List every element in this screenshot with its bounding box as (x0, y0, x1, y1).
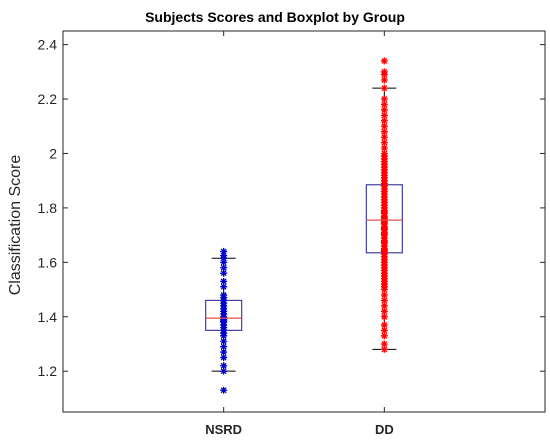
data-point (220, 362, 228, 370)
data-point (380, 57, 388, 65)
data-point (380, 128, 388, 136)
y-tick-label: 1.6 (38, 254, 58, 270)
data-point (380, 326, 388, 334)
data-point (220, 269, 228, 277)
data-point (220, 277, 228, 285)
data-point (220, 283, 228, 291)
data-point (220, 343, 228, 351)
data-point (220, 386, 228, 394)
data-point (380, 76, 388, 84)
data-point (220, 337, 228, 345)
plot-frame (62, 30, 546, 413)
data-point (380, 111, 388, 119)
y-tick-label: 2 (49, 145, 57, 161)
y-tick-label: 1.8 (38, 200, 58, 216)
data-point (380, 149, 388, 157)
data-point (380, 144, 388, 152)
data-point (220, 367, 228, 375)
y-tick-label: 2.2 (38, 91, 58, 107)
data-point (380, 321, 388, 329)
data-point (380, 122, 388, 130)
data-point (380, 307, 388, 315)
data-point (220, 291, 228, 299)
data-point (380, 332, 388, 340)
chart-title: Subjects Scores and Boxplot by Group (145, 9, 405, 25)
data-point (380, 106, 388, 114)
data-point (380, 139, 388, 147)
y-tick-label: 1.4 (38, 309, 58, 325)
data-point (380, 313, 388, 321)
data-point (220, 354, 228, 362)
y-tick-label: 1.2 (38, 363, 58, 379)
data-point (380, 95, 388, 103)
x-category-label: DD (375, 422, 394, 437)
data-point (380, 345, 388, 353)
data-point (380, 340, 388, 348)
data-point (380, 296, 388, 304)
data-point (220, 264, 228, 272)
data-point (380, 133, 388, 141)
data-point (380, 302, 388, 310)
data-point (220, 247, 228, 255)
data-point (380, 100, 388, 108)
y-tick-label: 2.4 (38, 37, 58, 53)
data-point (220, 258, 228, 266)
data-point (380, 117, 388, 125)
data-point (220, 252, 228, 260)
x-category-label: NSRD (205, 422, 242, 437)
data-point (380, 68, 388, 76)
data-point (380, 84, 388, 92)
plot-area: 1.2 1.4 1.6 1.8 2 2.2 2.4 NSRD DD (38, 30, 546, 437)
data-point (380, 291, 388, 299)
data-point (220, 348, 228, 356)
y-axis-label: Classification Score (7, 155, 24, 296)
